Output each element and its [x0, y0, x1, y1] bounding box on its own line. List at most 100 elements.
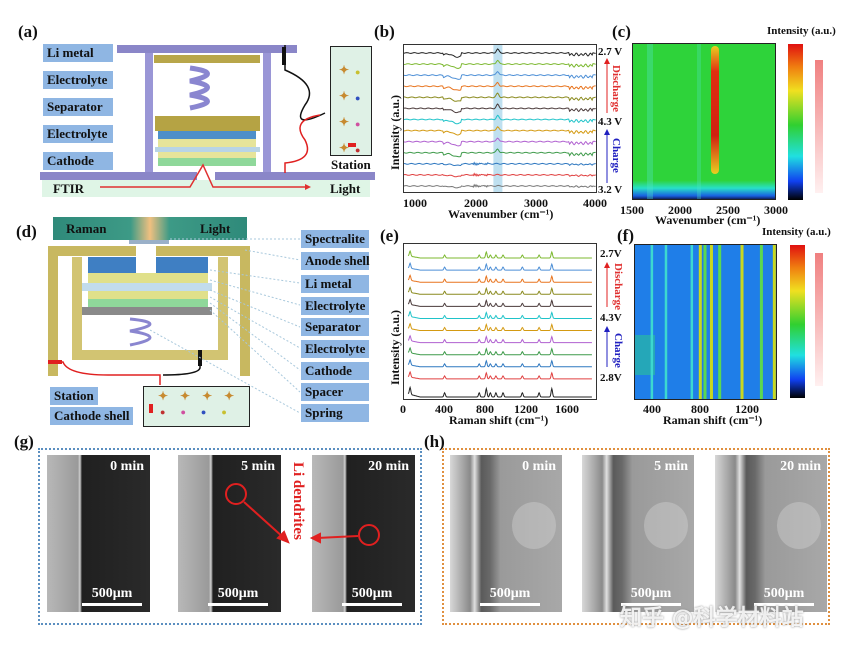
highlight-band	[493, 45, 503, 192]
ftir-trace-9	[403, 148, 596, 158]
electrolyte-layer	[158, 131, 256, 139]
raman-spectra-svg	[407, 249, 592, 398]
tick-b-2000: 2000	[464, 196, 488, 210]
panel-h-frame	[442, 448, 830, 625]
heatmap-stripe	[650, 245, 654, 399]
electrolyte-layer-3	[158, 152, 256, 158]
cathode-shell	[72, 257, 228, 360]
panel-g-frame	[38, 448, 422, 625]
spacer	[82, 307, 212, 315]
micrograph-2: 20 min 500μm	[715, 455, 827, 612]
scale-label: 500μm	[217, 586, 259, 601]
time-label: 20 min	[780, 459, 821, 474]
ftir-light-band	[42, 180, 370, 197]
tick-c-2000: 2000	[668, 203, 692, 217]
micrograph-2: 20 min 500μm	[312, 455, 415, 612]
time-label: 5 min	[241, 459, 275, 474]
tick-b-4000: 4000	[583, 196, 607, 210]
ftir-heatmap	[632, 43, 776, 200]
ftir-trace-1	[403, 59, 596, 70]
intensity-arrow-c	[815, 60, 823, 193]
tick-e-800: 800	[476, 402, 494, 416]
heatmap-stripe	[664, 245, 668, 399]
electrolyte-layer-d2	[88, 291, 208, 299]
label-electrolyte-2: Electrolyte	[43, 125, 113, 143]
colorbar-label-c: Intensity (a.u.)	[767, 25, 836, 37]
label-spacer: Spacer	[301, 383, 369, 401]
ftir-trace-11	[403, 172, 596, 178]
heatmap-stripe	[703, 245, 707, 399]
panel-label-a: (a)	[18, 22, 38, 41]
intensity-arrow-f	[815, 253, 823, 386]
electrolyte-layer-2	[158, 139, 256, 147]
tick-e-1600: 1600	[555, 402, 579, 416]
ftir-trace-3	[403, 81, 596, 91]
ftir-trace-7	[403, 126, 596, 136]
panel-label-c: (c)	[612, 22, 631, 41]
raman-trace-8	[407, 346, 592, 356]
label-electrolyte: Electrolyte	[43, 71, 113, 89]
x-axis-label-c: Wavenumber (cm⁻¹)	[655, 213, 761, 227]
panel-label-g: (g)	[14, 432, 34, 451]
heatmap-peak	[711, 46, 719, 174]
raman-trace-11	[407, 385, 592, 398]
tick-e-1200: 1200	[514, 402, 538, 416]
electrolyte-layer-d	[88, 273, 208, 283]
label-spectralite: Spectralite	[301, 230, 369, 248]
spectralite	[129, 240, 169, 244]
raman-trace-7	[407, 334, 592, 344]
cathode-layer-d	[88, 299, 208, 307]
panel-label-f: (f)	[617, 226, 634, 245]
voltage-b-4.3: 4.3 V	[598, 116, 623, 128]
ftir-label: FTIR	[53, 181, 85, 196]
tick-f-1200: 1200	[735, 402, 759, 416]
raman-trace-0	[407, 249, 592, 259]
colorbar-label-f: Intensity (a.u.)	[762, 226, 831, 238]
heatmap-band	[647, 44, 653, 199]
separator-layer-d	[82, 283, 212, 291]
heatmap-band	[697, 44, 701, 199]
label-li-metal: Li metal	[43, 44, 113, 62]
voltage-e-2.7: 2.7V	[600, 248, 622, 260]
raman-heatmap	[634, 244, 777, 400]
label-li-metal-d: Li metal	[301, 275, 369, 293]
heatmap-region	[635, 335, 655, 375]
heatmap-stripe	[709, 245, 713, 399]
raman-trace-9	[407, 358, 592, 368]
ftir-trace-0	[403, 48, 596, 58]
separator-layer	[155, 147, 260, 152]
ftir-trace-10	[403, 161, 596, 167]
cathode-layer	[158, 158, 256, 166]
wires	[282, 45, 326, 173]
spring-icon	[189, 65, 210, 111]
heatmap-stripe	[740, 245, 744, 399]
window-cut	[136, 256, 156, 274]
micrograph-1: 5 min 500μm	[178, 455, 281, 612]
raman-trace-4	[407, 298, 592, 307]
right-post	[263, 53, 271, 173]
ftir-spectra-svg	[403, 45, 596, 192]
raman-trace-6	[407, 322, 592, 331]
scale-bar: 500μm	[475, 586, 545, 606]
raman-trace-2	[407, 274, 592, 283]
raman-spectra-plot	[403, 243, 597, 400]
panel-label-b: (b)	[374, 22, 395, 41]
heatmap-stripe	[759, 245, 763, 399]
voltage-b-3.2: 3.2 V	[598, 184, 623, 196]
label-cathode-d: Cathode	[301, 362, 369, 380]
micrograph-1: 5 min 500μm	[582, 455, 694, 612]
label-cathode-shell: Cathode shell	[50, 407, 134, 425]
y-axis-label-b: Intensity (a.u.)	[388, 94, 402, 170]
top-plate	[117, 45, 297, 53]
scale-label: 500μm	[763, 586, 805, 601]
label-spring: Spring	[301, 404, 369, 422]
label-electrolyte-d2: Electrolyte	[301, 340, 369, 358]
panel-label-d: (d)	[16, 222, 37, 241]
label-anode-shell: Anode shell	[301, 252, 370, 270]
station-box-d: ✦✦✦✦ ●●●●	[143, 386, 250, 427]
raman-bar	[53, 217, 247, 240]
station-label: Station	[331, 157, 371, 172]
scale-bar: 500μm	[77, 586, 147, 606]
raman-light-label: Light	[200, 221, 231, 236]
bright-region	[643, 502, 689, 550]
